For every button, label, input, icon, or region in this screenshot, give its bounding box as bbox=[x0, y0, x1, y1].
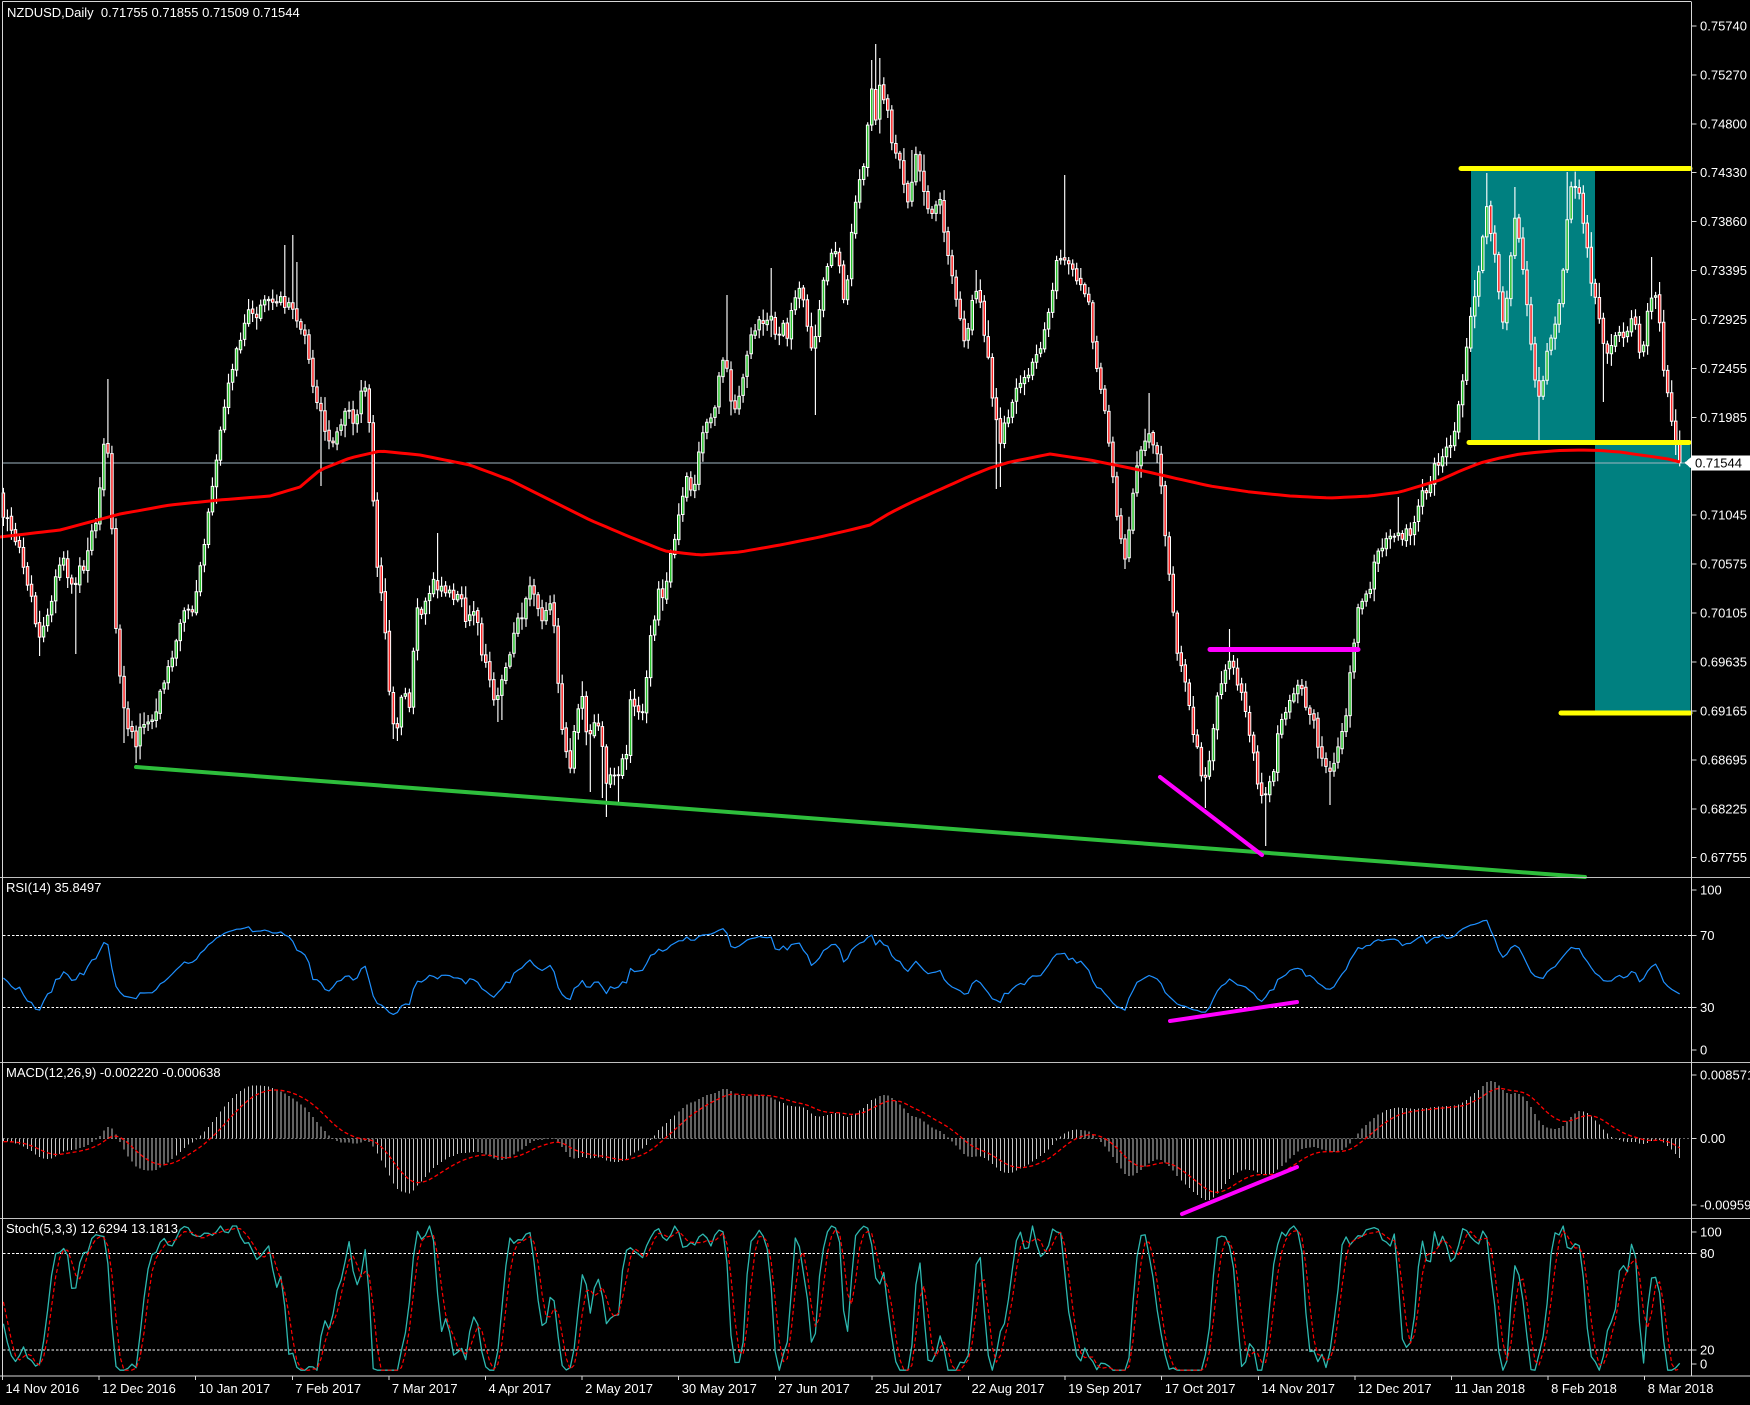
svg-text:0: 0 bbox=[1700, 1043, 1707, 1058]
svg-text:10 Jan 2017: 10 Jan 2017 bbox=[199, 1381, 271, 1396]
svg-text:30 May 2017: 30 May 2017 bbox=[682, 1381, 757, 1396]
svg-text:0.74330: 0.74330 bbox=[1700, 165, 1747, 180]
svg-text:100: 100 bbox=[1700, 883, 1722, 898]
svg-text:12 Dec 2016: 12 Dec 2016 bbox=[102, 1381, 176, 1396]
svg-text:20: 20 bbox=[1700, 1343, 1714, 1358]
svg-text:Stoch(5,3,3) 12.6294 13.1813: Stoch(5,3,3) 12.6294 13.1813 bbox=[6, 1221, 178, 1236]
svg-text:0.71985: 0.71985 bbox=[1700, 410, 1747, 425]
svg-text:30: 30 bbox=[1700, 1000, 1714, 1015]
svg-text:14 Nov 2017: 14 Nov 2017 bbox=[1261, 1381, 1335, 1396]
svg-text:19 Sep 2017: 19 Sep 2017 bbox=[1068, 1381, 1142, 1396]
svg-text:0.67755: 0.67755 bbox=[1700, 850, 1747, 865]
svg-text:0.75740: 0.75740 bbox=[1700, 18, 1747, 33]
svg-text:0.69635: 0.69635 bbox=[1700, 655, 1747, 670]
svg-text:0.72925: 0.72925 bbox=[1700, 312, 1747, 327]
svg-text:-0.009594: -0.009594 bbox=[1700, 1198, 1750, 1213]
svg-text:8 Feb 2018: 8 Feb 2018 bbox=[1551, 1381, 1617, 1396]
svg-text:0.71045: 0.71045 bbox=[1700, 508, 1747, 523]
svg-text:0.70105: 0.70105 bbox=[1700, 606, 1747, 621]
svg-text:17 Oct 2017: 17 Oct 2017 bbox=[1165, 1381, 1236, 1396]
svg-text:22 Aug 2017: 22 Aug 2017 bbox=[972, 1381, 1045, 1396]
svg-text:27 Jun 2017: 27 Jun 2017 bbox=[778, 1381, 850, 1396]
svg-text:80: 80 bbox=[1700, 1246, 1714, 1261]
svg-text:0.70575: 0.70575 bbox=[1700, 557, 1747, 572]
svg-text:MACD(12,26,9) -0.002220 -0.000: MACD(12,26,9) -0.002220 -0.000638 bbox=[6, 1065, 221, 1080]
svg-text:0.75270: 0.75270 bbox=[1700, 67, 1747, 82]
svg-text:0.008571: 0.008571 bbox=[1700, 1068, 1750, 1083]
svg-text:14 Nov 2016: 14 Nov 2016 bbox=[6, 1381, 80, 1396]
svg-text:0.68225: 0.68225 bbox=[1700, 801, 1747, 816]
svg-text:RSI(14) 35.8497: RSI(14) 35.8497 bbox=[6, 880, 101, 895]
svg-text:7 Feb 2017: 7 Feb 2017 bbox=[295, 1381, 361, 1396]
svg-text:2 May 2017: 2 May 2017 bbox=[585, 1381, 653, 1396]
svg-text:4 Apr 2017: 4 Apr 2017 bbox=[489, 1381, 552, 1396]
svg-text:NZDUSD,Daily 0.71755 0.71855: NZDUSD,Daily 0.71755 0.71855 0.71509 0.7… bbox=[7, 5, 300, 20]
svg-text:0.71544: 0.71544 bbox=[1695, 455, 1742, 470]
svg-text:0.74800: 0.74800 bbox=[1700, 116, 1747, 131]
svg-text:0.73860: 0.73860 bbox=[1700, 214, 1747, 229]
svg-text:0.00: 0.00 bbox=[1700, 1131, 1725, 1146]
svg-text:0.73395: 0.73395 bbox=[1700, 263, 1747, 278]
svg-text:0.68695: 0.68695 bbox=[1700, 752, 1747, 767]
svg-text:8 Mar 2018: 8 Mar 2018 bbox=[1648, 1381, 1714, 1396]
svg-text:70: 70 bbox=[1700, 928, 1714, 943]
svg-text:0: 0 bbox=[1700, 1357, 1707, 1372]
svg-text:11 Jan 2018: 11 Jan 2018 bbox=[1455, 1381, 1526, 1396]
svg-text:0.72455: 0.72455 bbox=[1700, 361, 1747, 376]
svg-text:25 Jul 2017: 25 Jul 2017 bbox=[875, 1381, 942, 1396]
svg-text:7 Mar 2017: 7 Mar 2017 bbox=[392, 1381, 458, 1396]
svg-text:100: 100 bbox=[1700, 1225, 1722, 1240]
svg-text:12 Dec 2017: 12 Dec 2017 bbox=[1358, 1381, 1432, 1396]
svg-text:0.69165: 0.69165 bbox=[1700, 703, 1747, 718]
